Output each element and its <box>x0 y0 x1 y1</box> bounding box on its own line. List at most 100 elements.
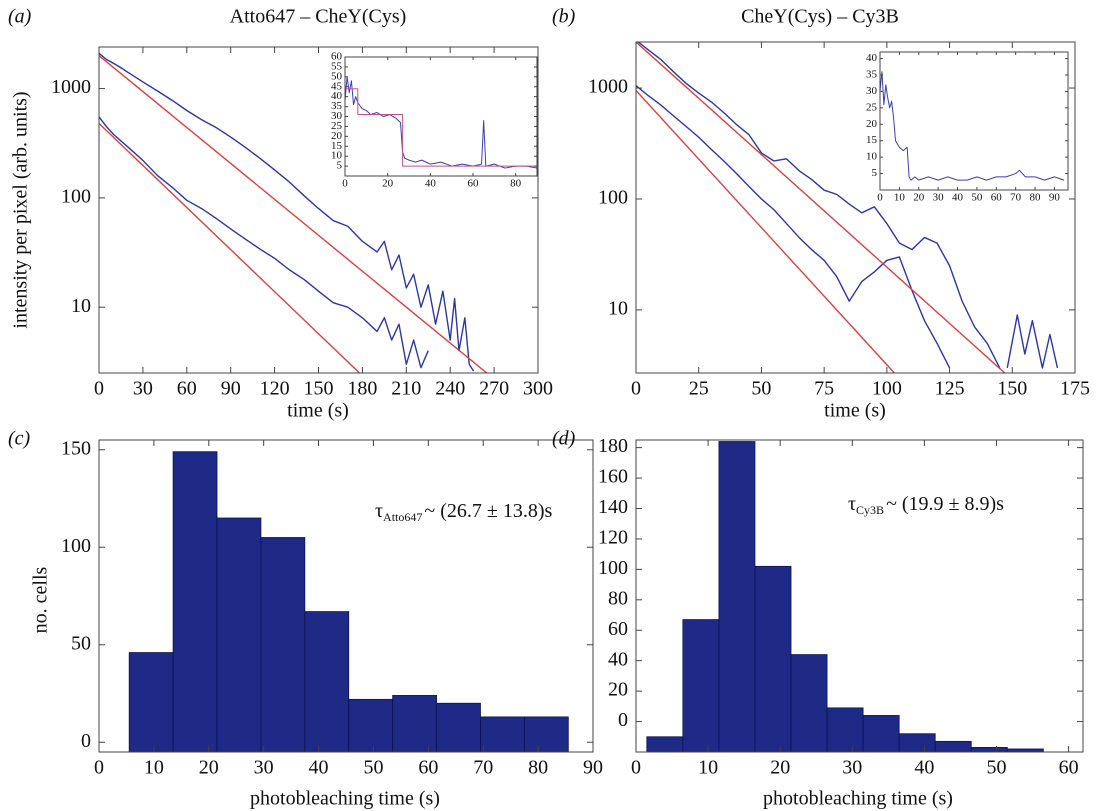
bar <box>682 619 720 752</box>
y-tick-label: 1000 <box>588 76 628 98</box>
y-tick-label: 35 <box>866 69 878 81</box>
x-tick-label: 0 <box>94 757 104 779</box>
y-tick-label: 100 <box>61 535 91 557</box>
x-tick-label: 60 <box>177 378 197 400</box>
y-tick-label: 30 <box>331 110 343 122</box>
x-tick-label: 150 <box>997 378 1027 400</box>
series-line <box>636 90 895 373</box>
bar <box>718 441 756 752</box>
series-line <box>636 85 951 369</box>
y-tick-label: 10 <box>331 150 343 162</box>
x-tick-label: 50 <box>363 757 383 779</box>
bar <box>128 652 174 752</box>
annotation-symbol: τ <box>375 500 383 522</box>
annotation-symbol: τ <box>848 493 856 515</box>
x-tick-label: 40 <box>309 757 329 779</box>
x-tick-label: 0 <box>631 378 641 400</box>
x-tick-label: 0 <box>877 192 883 204</box>
x-tick-label: 125 <box>935 378 965 400</box>
y-tick-label: 55 <box>331 60 343 72</box>
y-tick-label: 5 <box>337 160 343 172</box>
y-tick-label: 10 <box>608 298 628 320</box>
x-tick-label: 20 <box>913 192 925 204</box>
x-tick-label: 10 <box>698 757 718 779</box>
x-tick-label: 10 <box>894 192 906 204</box>
bar <box>216 517 262 752</box>
x-tick-label: 300 <box>523 378 553 400</box>
y-tick-label: 50 <box>331 70 343 82</box>
bar <box>304 611 350 752</box>
x-tick-label: 90 <box>583 757 603 779</box>
y-tick-label: 15 <box>866 134 878 146</box>
x-tick-label: 90 <box>1049 192 1061 204</box>
y-tick-label: 100 <box>598 187 628 209</box>
y-tick-label: 20 <box>331 130 343 142</box>
bar <box>523 716 569 752</box>
annotation-text: ~ (19.9 ± 8.9)s <box>886 493 1004 515</box>
annotation: τCy3B ~ (19.9 ± 8.9)s <box>848 493 1004 517</box>
x-tick-label: 100 <box>872 378 902 400</box>
x-tick-label: 30 <box>254 757 274 779</box>
x-tick-label: 50 <box>971 192 983 204</box>
x-tick-label: 90 <box>221 378 241 400</box>
y-tick-label: 120 <box>598 527 628 549</box>
x-tick-label: 40 <box>425 178 437 190</box>
y-axis-label: no. cells <box>30 566 52 633</box>
y-tick-label: 150 <box>61 437 91 459</box>
series-line <box>880 71 1065 181</box>
y-tick-label: 100 <box>598 557 628 579</box>
x-tick-label: 150 <box>304 378 334 400</box>
x-tick-label: 20 <box>199 757 219 779</box>
y-tick-label: 10 <box>866 151 878 163</box>
x-axis-label: time (s) <box>287 400 349 422</box>
bar <box>480 716 525 752</box>
x-tick-label: 60 <box>1059 757 1079 779</box>
x-tick-label: 20 <box>382 178 394 190</box>
x-axis-label: photobleaching time (s) <box>250 788 440 810</box>
x-tick-label: 30 <box>133 378 153 400</box>
bar <box>790 654 828 752</box>
series-line <box>637 42 1059 369</box>
y-tick-label: 45 <box>331 80 343 92</box>
x-tick-label: 10 <box>144 757 164 779</box>
bar <box>348 698 394 752</box>
bar <box>754 565 792 752</box>
plot-marks <box>99 52 488 373</box>
plot-area <box>880 52 1068 190</box>
x-tick-label: 40 <box>952 192 964 204</box>
panel-label: (d) <box>552 428 576 450</box>
y-tick-label: 40 <box>608 648 628 670</box>
x-tick-label: 20 <box>770 757 790 779</box>
y-tick-label: 25 <box>331 120 343 132</box>
y-tick-label: 20 <box>866 118 878 130</box>
x-tick-label: 175 <box>1060 378 1090 400</box>
x-tick-label: 60 <box>468 178 480 190</box>
x-axis-label: time (s) <box>824 400 886 422</box>
y-tick-label: 80 <box>608 587 628 609</box>
panel-label: (a) <box>8 6 32 28</box>
y-tick-label: 30 <box>866 85 878 97</box>
bar <box>862 715 900 752</box>
y-tick-label: 5 <box>872 167 878 179</box>
x-tick-label: 60 <box>418 757 438 779</box>
series-line <box>345 76 537 169</box>
x-tick-label: 50 <box>751 378 771 400</box>
plot-area <box>345 57 537 176</box>
bar <box>1006 748 1044 752</box>
x-tick-label: 0 <box>631 757 641 779</box>
x-tick-label: 70 <box>1010 192 1022 204</box>
series-line <box>345 88 537 167</box>
x-tick-label: 60 <box>991 192 1003 204</box>
panel-label: (c) <box>8 428 31 450</box>
x-tick-label: 80 <box>510 178 522 190</box>
x-tick-label: 30 <box>933 192 945 204</box>
y-tick-label: 40 <box>331 90 343 102</box>
plot-marks <box>880 71 1065 181</box>
x-tick-label: 50 <box>986 757 1006 779</box>
x-tick-label: 120 <box>260 378 290 400</box>
series-line <box>99 122 360 373</box>
y-tick-label: 10 <box>71 295 91 317</box>
y-tick-label: 50 <box>71 632 91 654</box>
bar <box>392 695 437 752</box>
series-line <box>99 55 488 373</box>
